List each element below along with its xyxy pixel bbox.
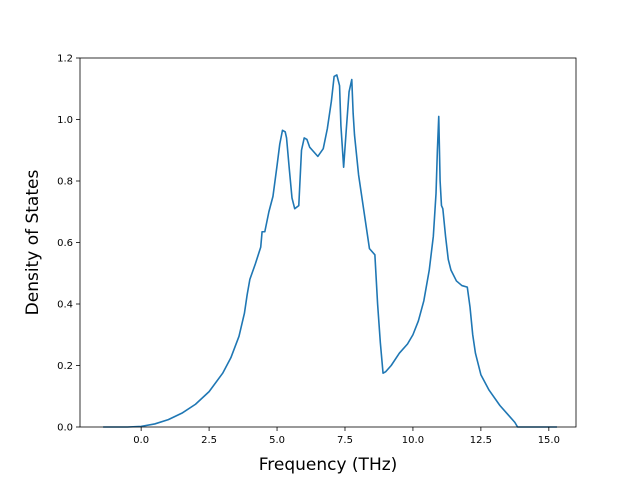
y-tick-label: 0.2 [57,361,73,372]
y-tick-label: 0.4 [57,300,73,311]
x-axis-label: Frequency (THz) [259,455,398,475]
y-axis-label: Density of States [23,170,43,316]
x-tick-label: 5.0 [269,435,285,446]
plot-area [103,74,557,428]
y-tick-label: 0.0 [57,423,73,434]
axes-frame [79,57,577,428]
y-tick-label: 1.2 [57,54,73,65]
y-tick-label: 0.6 [57,238,73,249]
y-axis: 0.0 0.2 0.4 0.6 0.8 1.0 1.2 [57,54,80,434]
x-tick-label: 15.0 [538,435,560,446]
y-tick-label: 0.8 [57,177,73,188]
series-line [103,74,557,428]
x-tick-label: 2.5 [201,435,217,446]
x-tick-label: 12.5 [470,435,492,446]
x-tick-label: 0.0 [133,435,149,446]
x-axis: 0.0 2.5 5.0 7.5 10.0 12.5 15.0 [133,427,560,446]
x-tick-label: 7.5 [337,435,353,446]
x-tick-label: 10.0 [402,435,424,446]
y-tick-label: 1.0 [57,115,73,126]
